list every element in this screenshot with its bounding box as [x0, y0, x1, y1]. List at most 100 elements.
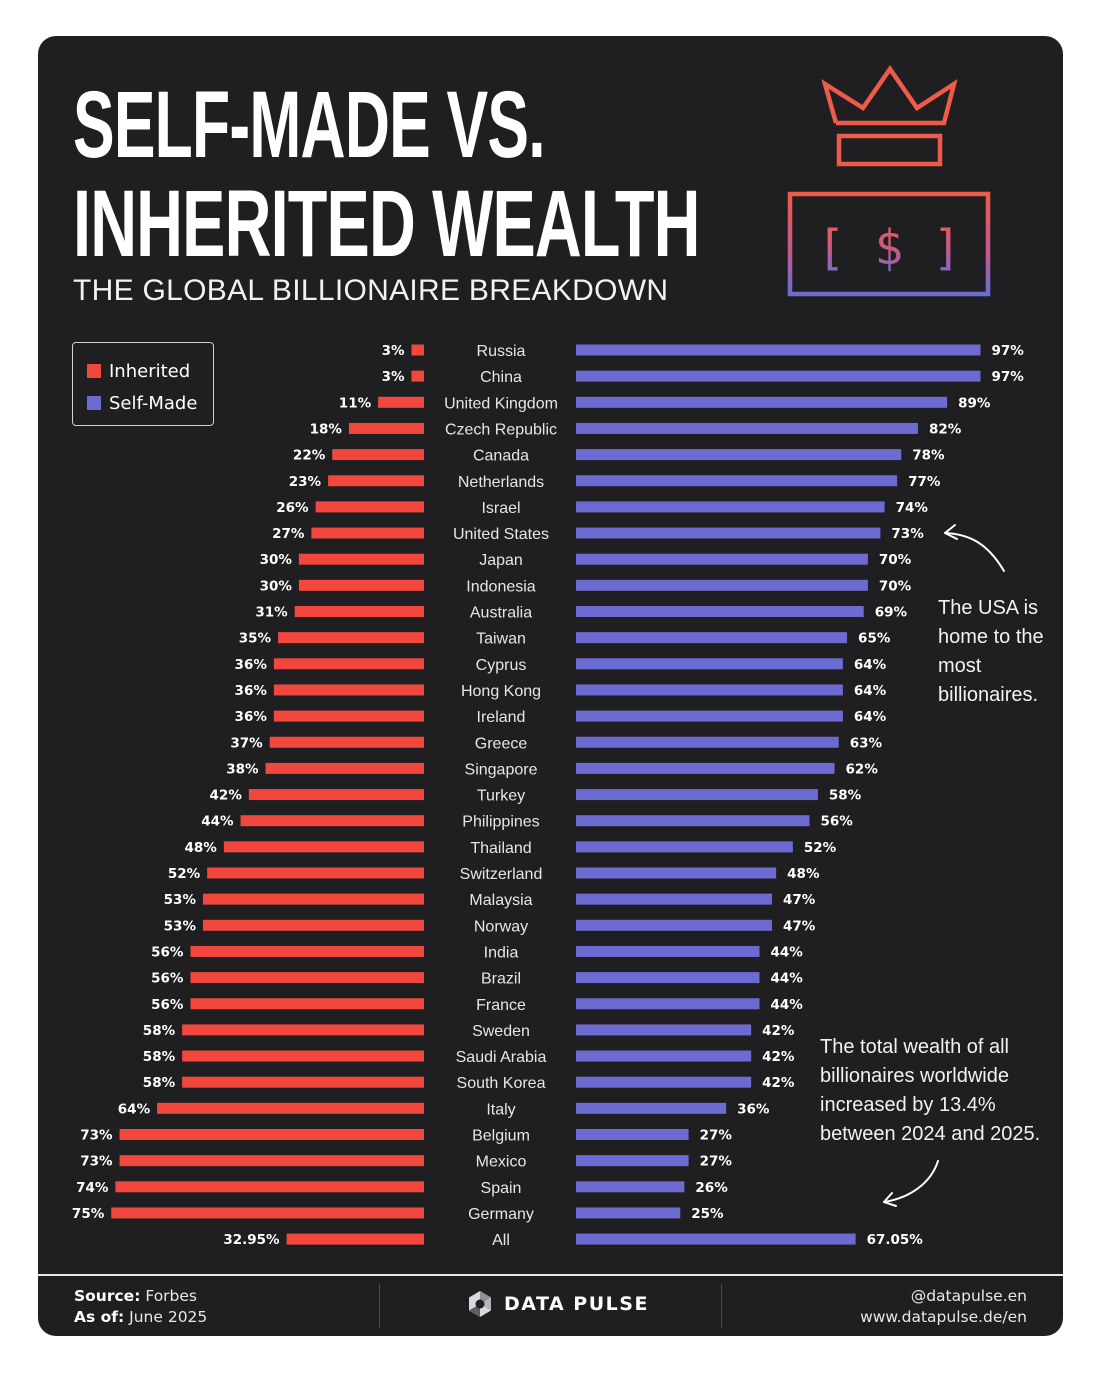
bar-inherited [332, 449, 424, 461]
legend-swatch-inherited [87, 364, 101, 378]
bar-selfmade [576, 449, 902, 461]
label-selfmade: 47% [783, 918, 816, 934]
bar-selfmade [576, 1024, 752, 1036]
bar-inherited [378, 396, 424, 408]
label-inherited: 53% [164, 918, 197, 934]
label-inherited: 64% [118, 1101, 151, 1117]
label-selfmade: 67.05% [867, 1232, 924, 1248]
bar-inherited [202, 893, 424, 905]
label-selfmade: 64% [854, 709, 887, 725]
bar-inherited [202, 919, 424, 931]
bar-inherited [223, 841, 424, 853]
label-selfmade: 77% [908, 474, 941, 490]
label-inherited: 56% [151, 971, 184, 987]
country-label: Thailand [470, 840, 531, 857]
label-inherited: 26% [276, 500, 309, 516]
label-inherited: 44% [201, 814, 234, 830]
label-selfmade: 25% [691, 1206, 724, 1222]
datapulse-logo-icon [469, 1291, 491, 1317]
country-label: Switzerland [460, 866, 543, 883]
legend-label-inherited: Inherited [109, 360, 191, 382]
crown-icon [821, 65, 958, 126]
footer-separator-right [721, 1284, 722, 1328]
infographic-card: SELF-MADE VS. INHERITED WEALTH THE GLOBA… [38, 36, 1063, 1336]
brand-name: DATA PULSE [504, 1293, 649, 1315]
country-label: Singapore [465, 761, 538, 778]
bar-inherited [207, 867, 424, 879]
country-label: Ireland [477, 709, 526, 726]
country-label: Italy [486, 1101, 515, 1118]
country-label: Cyprus [476, 657, 527, 674]
bar-inherited [311, 527, 424, 539]
label-inherited: 30% [260, 552, 293, 568]
label-selfmade: 44% [770, 997, 803, 1013]
label-inherited: 56% [151, 944, 184, 960]
bar-inherited [182, 1024, 424, 1036]
country-label: Japan [479, 552, 523, 569]
bar-selfmade [576, 1102, 727, 1114]
country-label: Canada [473, 448, 529, 465]
arrow-wealth-head-icon [883, 1192, 897, 1207]
label-inherited: 22% [293, 448, 326, 464]
bar-selfmade [576, 736, 839, 748]
legend-item-selfmade: Self-Made [87, 393, 197, 414]
label-inherited: 37% [230, 735, 263, 751]
label-inherited: 35% [239, 631, 272, 647]
bar-selfmade [576, 1181, 685, 1193]
brand-logo: DATA PULSE [466, 1290, 649, 1318]
bar-inherited [298, 579, 424, 591]
bar-selfmade [576, 1233, 856, 1245]
usa-note: The USA is home to the most billionaires… [938, 597, 1044, 706]
label-inherited: 18% [310, 421, 343, 437]
bar-inherited [273, 710, 424, 722]
bar-inherited [115, 1181, 425, 1193]
label-inherited: 23% [289, 474, 322, 490]
bar-selfmade [576, 1207, 681, 1219]
label-inherited: 42% [210, 788, 243, 804]
label-selfmade: 42% [762, 1023, 795, 1039]
label-inherited: 31% [255, 605, 288, 621]
bar-selfmade [576, 1155, 689, 1167]
label-selfmade: 48% [787, 866, 820, 882]
label-selfmade: 58% [829, 788, 862, 804]
label-inherited: 53% [164, 892, 197, 908]
label-selfmade: 63% [850, 735, 883, 751]
bar-inherited [269, 736, 424, 748]
legend-item-inherited: Inherited [87, 360, 191, 382]
bar-selfmade [576, 972, 760, 984]
label-selfmade: 44% [770, 971, 803, 987]
country-label: Israel [481, 500, 520, 517]
bar-inherited [111, 1207, 424, 1219]
label-inherited: 56% [151, 997, 184, 1013]
country-label: Australia [470, 605, 532, 622]
bar-selfmade [576, 1050, 752, 1062]
subtitle: THE GLOBAL BILLIONAIRE BREAKDOWN [73, 274, 669, 307]
source-label: Source: [74, 1287, 141, 1305]
title-line-1: SELF-MADE VS. [73, 72, 546, 178]
bar-selfmade [576, 632, 848, 644]
label-inherited: 75% [72, 1206, 105, 1222]
label-selfmade: 65% [858, 631, 891, 647]
bar-inherited [190, 998, 424, 1010]
label-selfmade: 82% [929, 421, 962, 437]
country-label: Turkey [477, 788, 525, 805]
bar-selfmade [576, 893, 772, 905]
bar-selfmade [576, 710, 843, 722]
bar-inherited [411, 370, 424, 382]
bar-selfmade [576, 606, 864, 617]
country-label: Saudi Arabia [456, 1049, 547, 1066]
country-label: United Kingdom [444, 395, 558, 412]
bar-selfmade [576, 841, 793, 853]
asof-value: June 2025 [129, 1308, 208, 1326]
country-label: Malaysia [469, 892, 532, 909]
bar-selfmade [576, 658, 843, 670]
arrow-usa-head-icon [944, 524, 958, 540]
country-label: Philippines [462, 814, 539, 831]
label-inherited: 74% [76, 1180, 109, 1196]
social-handle: @datapulse.en [910, 1287, 1027, 1305]
bar-inherited [328, 475, 424, 487]
label-selfmade: 44% [770, 944, 803, 960]
label-selfmade: 56% [821, 814, 854, 830]
country-label: Greece [475, 735, 528, 752]
bar-selfmade [576, 422, 918, 434]
